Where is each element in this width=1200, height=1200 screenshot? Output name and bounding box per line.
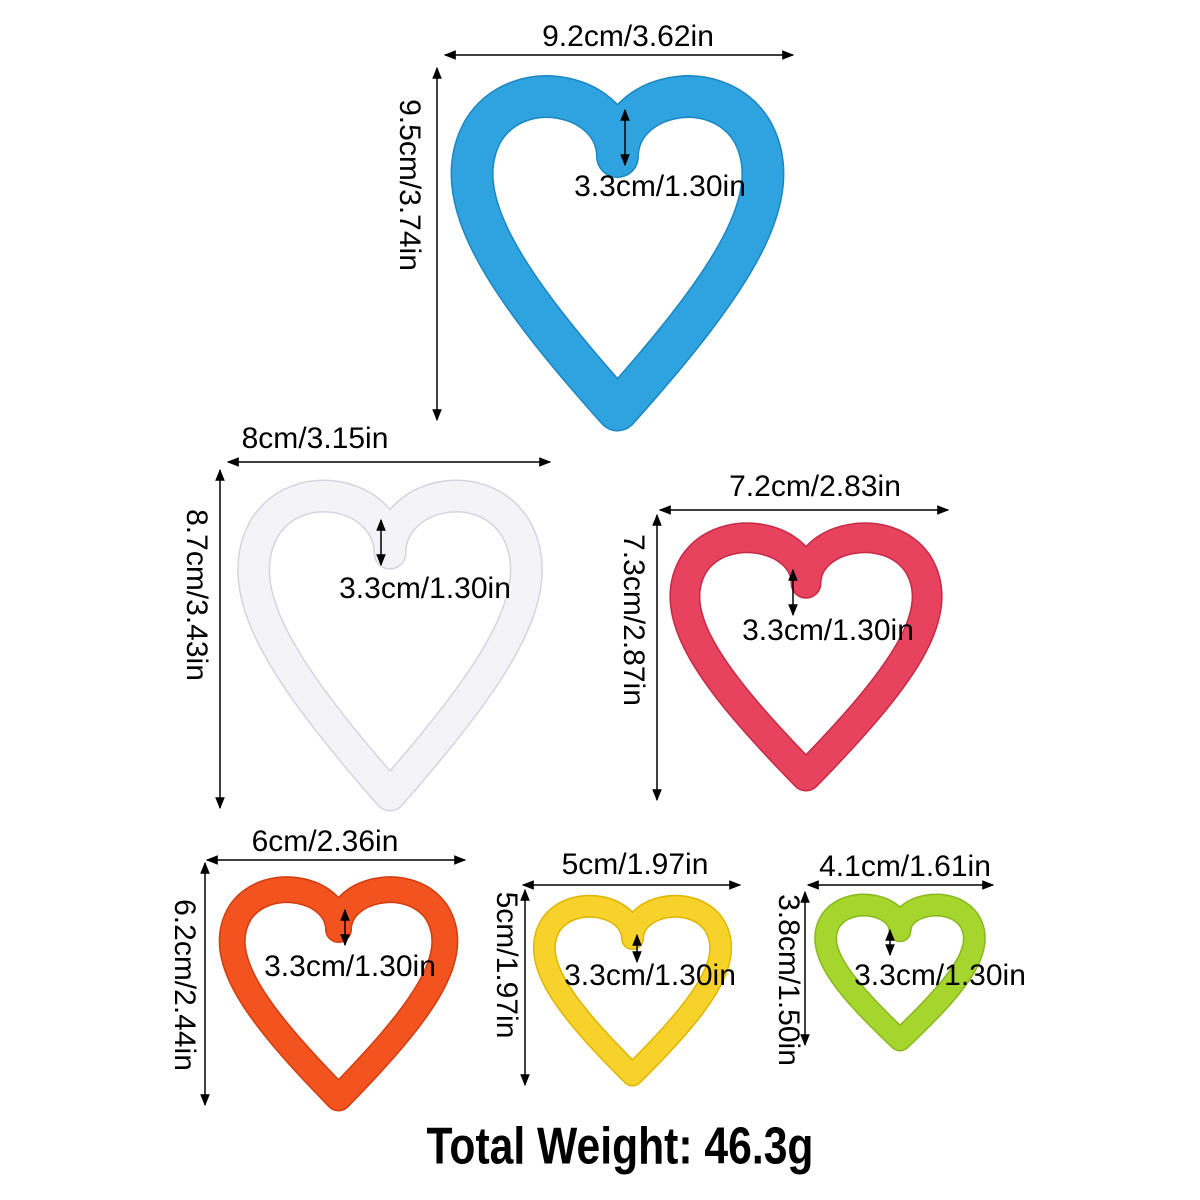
heart-cutter (218, 876, 459, 1112)
heart-cutter (532, 894, 733, 1087)
depth-label: 3.3cm/1.30in (339, 572, 511, 605)
depth-label: 3.3cm/1.30in (264, 950, 436, 983)
heart-body (238, 481, 542, 810)
height-label: 6.2cm/2.44in (168, 899, 201, 1071)
heart-body (452, 76, 783, 430)
width-label: 9.2cm/3.62in (542, 20, 714, 53)
width-label: 8cm/3.15in (242, 422, 389, 455)
height-label: 3.8cm/1.50in (772, 894, 805, 1066)
depth-label: 3.3cm/1.30in (564, 959, 736, 992)
height-label: 9.5cm/3.74in (393, 99, 426, 271)
heart-cutter (237, 479, 543, 812)
heart-body (534, 896, 731, 1085)
width-label: 5cm/1.97in (562, 848, 709, 881)
depth-label: 3.3cm/1.30in (574, 170, 746, 203)
total-weight: Total Weight: 46.3g (427, 1118, 814, 1176)
width-label: 6cm/2.36in (252, 825, 399, 858)
depth-label: 3.3cm/1.30in (742, 614, 914, 647)
height-label: 7.3cm/2.87in (617, 534, 650, 706)
heart-body (220, 877, 457, 1110)
heart-cutter (450, 75, 785, 432)
width-label: 7.2cm/2.83in (729, 470, 901, 503)
heart-body (671, 523, 941, 790)
height-label: 5cm/1.97in (490, 892, 523, 1039)
heart-cutter (669, 522, 943, 792)
width-label: 4.1cm/1.61in (819, 850, 991, 883)
height-label: 8.7cm/3.43in (180, 509, 213, 681)
depth-label: 3.3cm/1.30in (854, 959, 1026, 992)
heart-body (815, 895, 985, 1050)
heart-cutter (814, 893, 986, 1052)
